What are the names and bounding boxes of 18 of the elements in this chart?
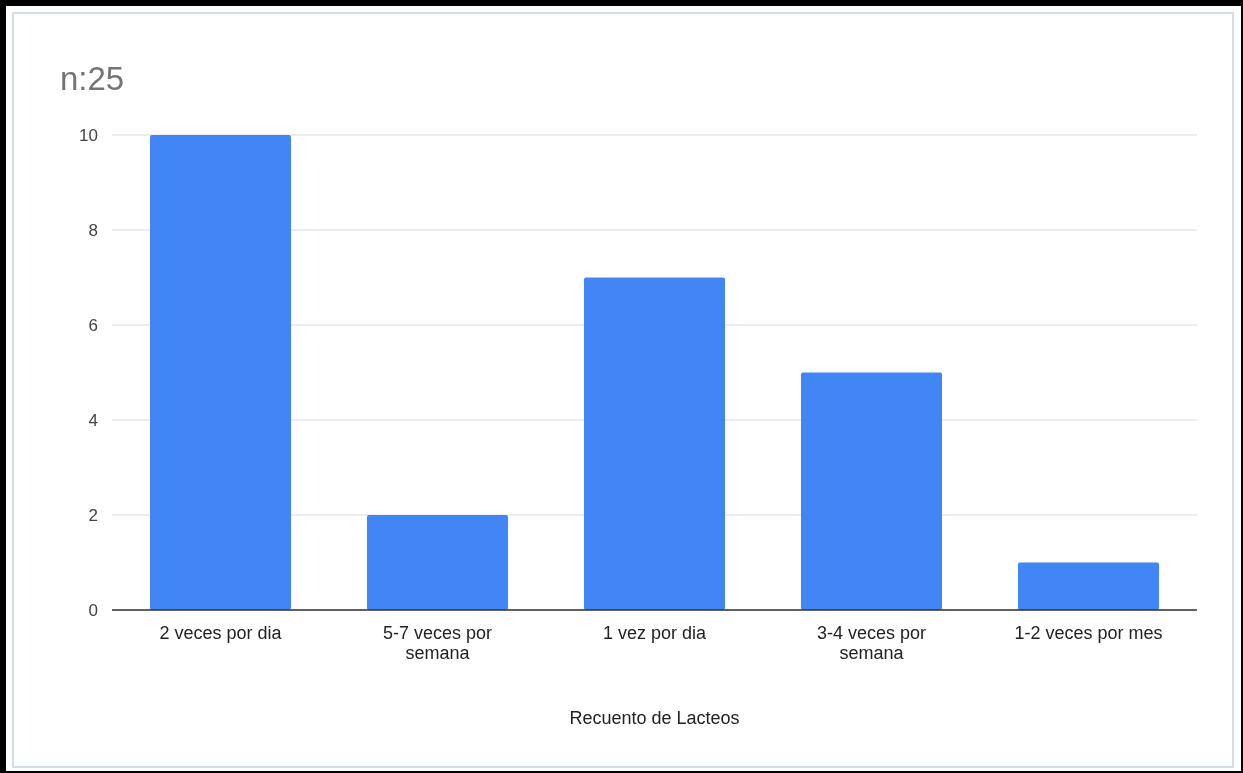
y-tick-label: 2 bbox=[88, 505, 98, 525]
chart-title: n:25 bbox=[60, 60, 125, 97]
x-tick-label: 1 vez por dia bbox=[602, 622, 708, 643]
y-tick-label: 4 bbox=[88, 410, 98, 430]
bar bbox=[366, 515, 509, 610]
x-axis-title: Recuento de Lacteos bbox=[569, 708, 740, 728]
y-tick-label: 0 bbox=[88, 600, 98, 620]
x-tick-label: 2 veces por dia bbox=[159, 622, 283, 643]
x-tick-label: 1-2 veces por mes bbox=[1014, 622, 1163, 643]
x-tick-label: 3-4 veces por semana bbox=[816, 622, 927, 663]
x-tick-label: 5-7 veces por semana bbox=[382, 622, 493, 663]
bar bbox=[583, 277, 726, 610]
bar bbox=[149, 135, 292, 610]
y-tick-label: 8 bbox=[88, 220, 98, 240]
y-tick-label: 6 bbox=[88, 315, 98, 335]
y-tick-label: 10 bbox=[79, 125, 98, 145]
bar bbox=[800, 372, 943, 610]
bar bbox=[1017, 562, 1160, 610]
